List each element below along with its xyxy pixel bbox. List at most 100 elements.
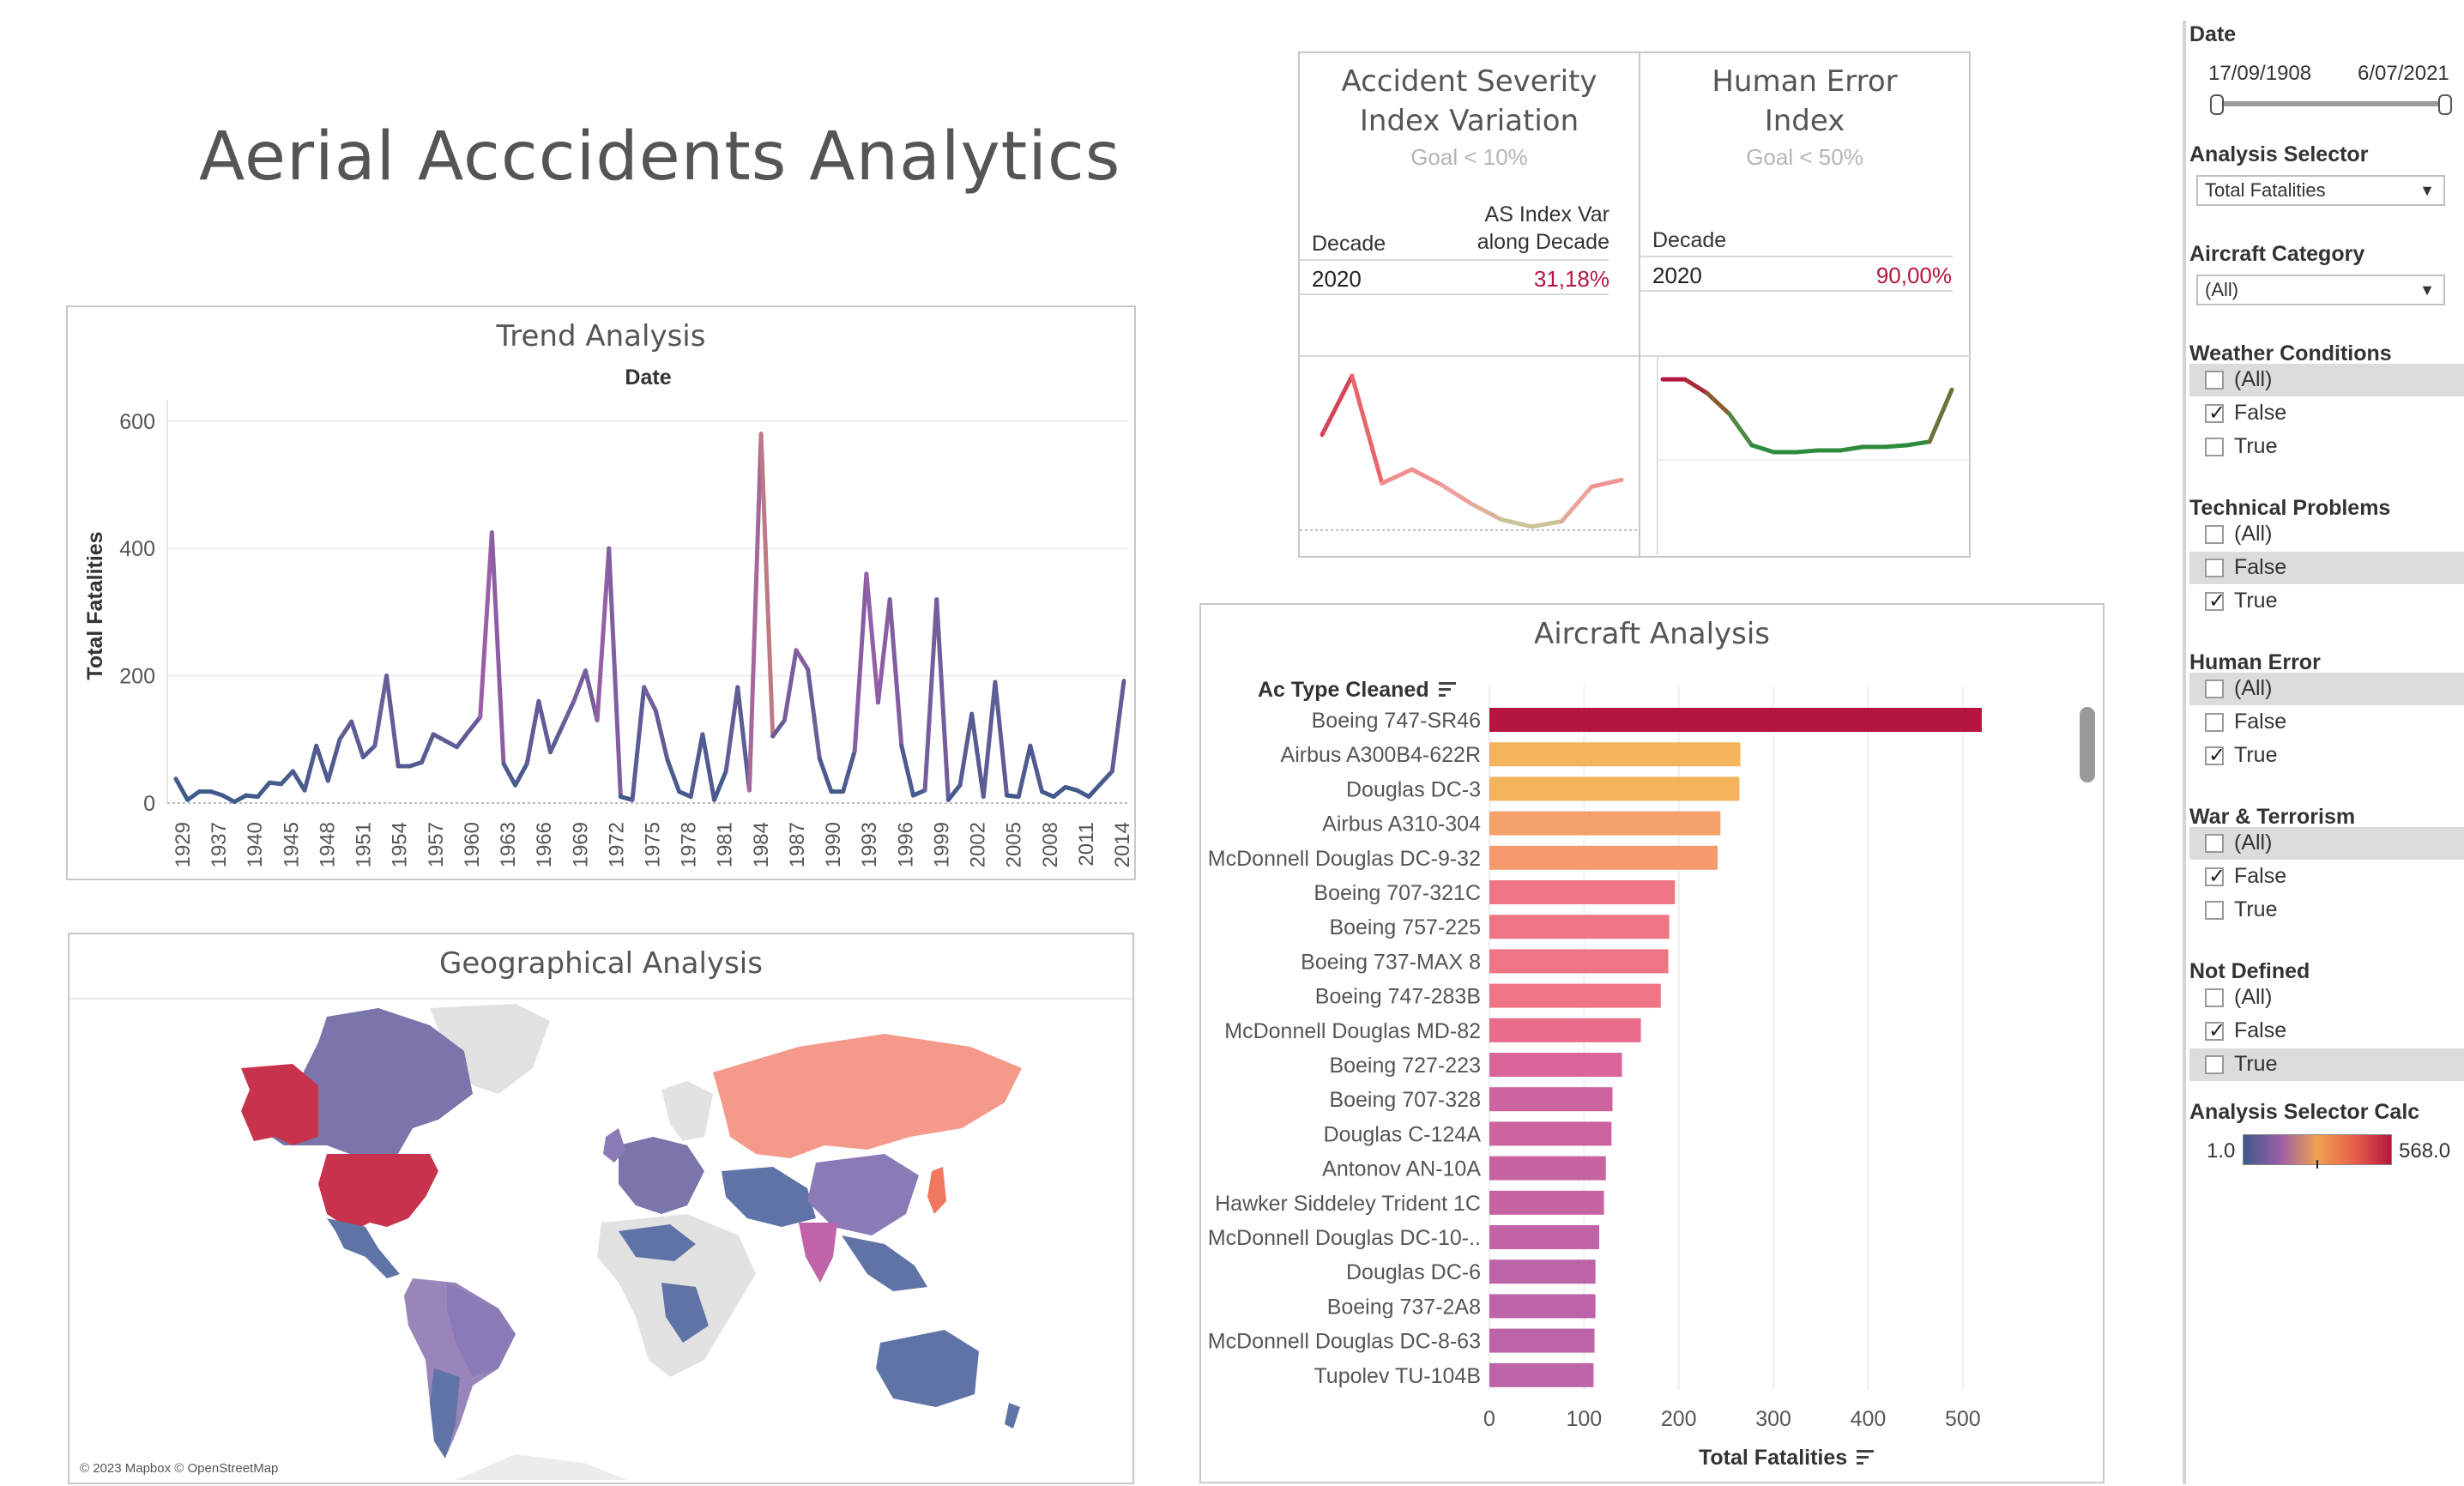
bar[interactable] <box>1489 845 1718 870</box>
severity-sparkline[interactable] <box>1300 357 1639 554</box>
trend-xtick-label: 1978 <box>678 822 701 867</box>
trend-line-segment <box>255 780 272 800</box>
checkbox[interactable] <box>2205 438 2224 456</box>
war-option-all[interactable]: (All) <box>2189 827 2464 860</box>
checkbox[interactable] <box>2205 559 2224 577</box>
checkbox[interactable] <box>2205 988 2224 1007</box>
date-end[interactable]: 6/07/2021 <box>2358 62 2449 85</box>
bar[interactable] <box>1489 949 1669 974</box>
war-option-false[interactable]: ✓ False <box>2189 861 2464 893</box>
checkbox[interactable] <box>2205 713 2224 732</box>
trend-line-segment <box>513 761 529 788</box>
bar[interactable] <box>1489 1087 1613 1112</box>
bar[interactable] <box>1489 811 1721 836</box>
date-slider-track[interactable] <box>2213 101 2445 106</box>
bar[interactable] <box>1489 983 1661 1008</box>
trend-line-segment <box>945 782 963 802</box>
bar[interactable] <box>1489 915 1670 939</box>
weather-option-all[interactable]: (All) <box>2189 364 2464 396</box>
trend-xtick-label: 1984 <box>750 822 773 867</box>
technical-option-all[interactable]: (All) <box>2189 518 2464 551</box>
checkbox-label: (All) <box>2234 367 2273 391</box>
bar[interactable] <box>1489 1294 1596 1319</box>
bar-category-label: Douglas DC-6 <box>1346 1260 1481 1284</box>
bar-scrollbar[interactable] <box>2080 707 2095 782</box>
trend-line-segment <box>559 698 577 729</box>
checkbox-label: True <box>2234 743 2278 767</box>
sort-icon[interactable] <box>1857 1447 1875 1471</box>
trend-xtick-label: 1972 <box>605 822 628 867</box>
notdefined-option-all[interactable]: (All) <box>2189 982 2464 1014</box>
analysis-selector-dropdown[interactable]: Total Fatalities ▼ <box>2196 175 2445 206</box>
checkbox[interactable]: ✓ <box>2205 1019 2225 1042</box>
war-option-true[interactable]: True <box>2189 894 2464 927</box>
bar[interactable] <box>1489 1328 1595 1353</box>
trend-line-segment <box>934 597 951 802</box>
bar[interactable] <box>1489 1225 1600 1249</box>
bar[interactable] <box>1489 776 1740 801</box>
bar-category-label: Hawker Siddeley Trident 1C <box>1215 1192 1481 1216</box>
checkbox[interactable]: ✓ <box>2205 589 2226 613</box>
map-japan <box>927 1167 946 1214</box>
notdefined-option-false[interactable]: ✓ False <box>2189 1015 2464 1048</box>
checkbox[interactable] <box>2205 901 2224 920</box>
bar-xtick-label: 100 <box>1567 1407 1603 1431</box>
trend-line-segment <box>607 546 623 800</box>
technical-option-true[interactable]: ✓ True <box>2189 585 2464 618</box>
trend-xtick-label: 1987 <box>786 822 809 867</box>
aircraft-column-header[interactable]: Ac Type Cleaned <box>1258 678 1458 704</box>
weather-option-false[interactable]: ✓ False <box>2189 397 2464 430</box>
bar-category-label: Boeing 707-321C <box>1314 881 1481 905</box>
bar[interactable] <box>1489 1121 1612 1146</box>
check-icon: ✓ <box>2208 589 2226 613</box>
bar[interactable] <box>1489 1053 1622 1077</box>
aircraft-category-dropdown[interactable]: (All) ▼ <box>2196 275 2445 305</box>
human-option-all[interactable]: (All) <box>2189 673 2464 705</box>
bar[interactable] <box>1489 1190 1604 1215</box>
bar[interactable] <box>1489 1259 1596 1284</box>
bar-xtick-label: 400 <box>1851 1407 1887 1431</box>
checkbox[interactable]: ✓ <box>2205 865 2225 888</box>
technical-option-false[interactable]: False <box>2189 552 2464 584</box>
checkbox[interactable]: ✓ <box>2205 744 2225 767</box>
human-option-true[interactable]: ✓ True <box>2189 740 2464 772</box>
notdefined-filter-title: Not Defined <box>2189 959 2310 983</box>
bar[interactable] <box>1489 708 1982 732</box>
notdefined-option-true[interactable]: True <box>2189 1048 2464 1081</box>
bar[interactable] <box>1489 1156 1606 1181</box>
trend-chart[interactable]: Date Total Fatalities 0 200 400 600 1929 1937 19… <box>68 307 1134 879</box>
date-slider-handle-right[interactable] <box>2438 94 2452 115</box>
trend-ylabel: Total Fatalities <box>83 531 107 680</box>
checkbox[interactable] <box>2205 1055 2224 1074</box>
checkbox[interactable] <box>2205 834 2224 853</box>
trend-line-segment <box>571 668 588 704</box>
human-error-sparkline[interactable] <box>1640 357 1969 554</box>
kpi-human-goal: Goal < 50% <box>1746 144 1863 170</box>
bar[interactable] <box>1489 880 1676 904</box>
human-option-false[interactable]: False <box>2189 706 2464 739</box>
kpi-human-decade: 2020 <box>1652 263 1702 288</box>
checkbox[interactable]: ✓ <box>2205 402 2225 425</box>
trend-xtick-label: 2011 <box>1075 822 1098 867</box>
bar[interactable] <box>1489 1362 1594 1387</box>
kpi-severity-divider <box>1300 259 1609 261</box>
trend-line-segment <box>1016 743 1033 800</box>
sparkline-segment <box>1589 477 1624 489</box>
sort-icon[interactable] <box>1438 679 1458 704</box>
checkbox[interactable] <box>2205 680 2224 698</box>
kpi-severity-col2-header-2: along Decade <box>1477 230 1609 254</box>
checkbox-label: False <box>2234 555 2287 579</box>
checkbox[interactable] <box>2205 371 2224 390</box>
trend-line-segment <box>665 758 682 794</box>
trend-xtick-label: 1929 <box>172 822 195 867</box>
checkbox[interactable] <box>2205 525 2224 544</box>
world-map[interactable] <box>69 1000 1132 1480</box>
trend-line-segment <box>431 732 448 743</box>
checkbox-label: (All) <box>2234 676 2273 700</box>
date-slider-handle-left[interactable] <box>2210 94 2224 115</box>
weather-option-true[interactable]: True <box>2189 431 2464 463</box>
date-start[interactable]: 17/09/1908 <box>2208 62 2312 85</box>
bar[interactable] <box>1489 742 1741 767</box>
aircraft-bar-chart[interactable]: 0 100 200 300 400 500 Boeing 747-SR46 Airbus A3… <box>1201 686 2102 1459</box>
bar[interactable] <box>1489 1018 1641 1042</box>
